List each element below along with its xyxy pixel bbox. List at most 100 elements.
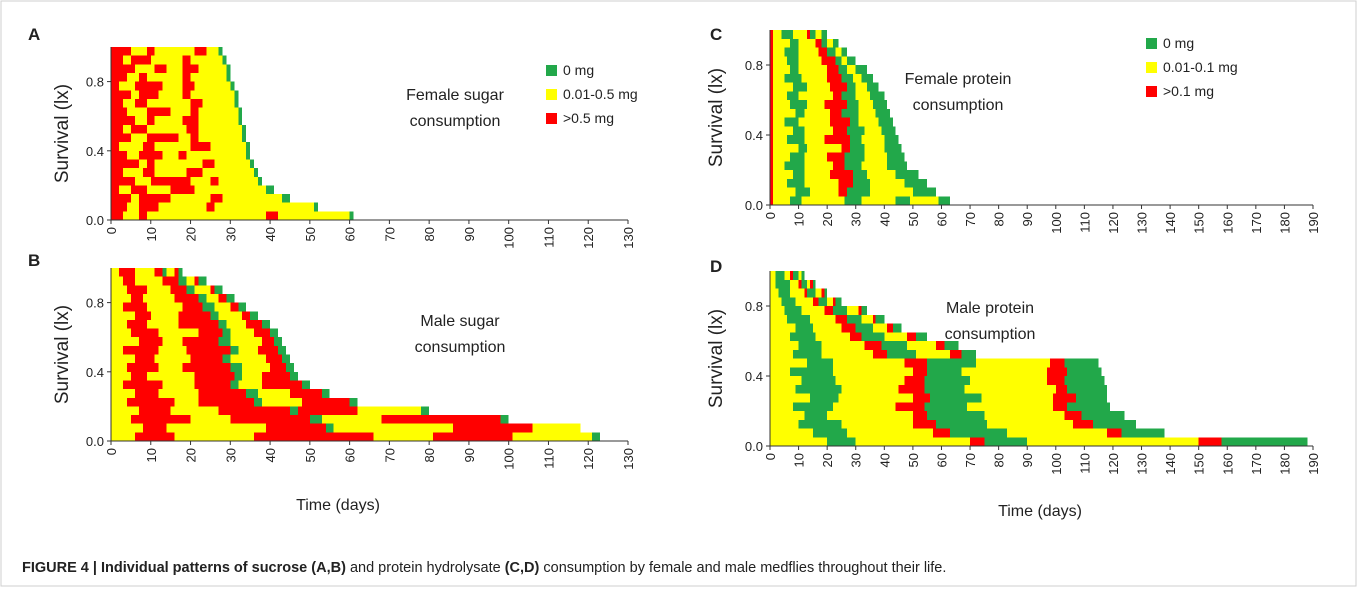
- cell-run: [111, 107, 127, 117]
- cell-run: [206, 293, 219, 303]
- cell-run: [790, 100, 808, 109]
- cell-run: [772, 135, 788, 144]
- y-tick-label: 0.4: [86, 144, 104, 159]
- panel-label: B: [28, 251, 40, 270]
- legend-label: >0.1 mg: [1163, 83, 1214, 99]
- cell-run: [832, 358, 905, 368]
- cell-run: [262, 380, 302, 390]
- annotation: consumption: [415, 339, 506, 356]
- cell-run: [807, 143, 842, 153]
- cell-run: [194, 81, 231, 91]
- cell-run: [198, 124, 243, 134]
- cell-run: [772, 152, 791, 162]
- cell-run: [111, 328, 131, 338]
- cell-run: [166, 423, 267, 433]
- cell-run: [111, 98, 123, 108]
- x-tick-label: 40: [263, 448, 278, 462]
- cell-run: [961, 349, 976, 359]
- cell-run: [238, 345, 259, 355]
- cell-run: [178, 150, 187, 160]
- cell-run: [812, 297, 819, 306]
- cell-run: [230, 81, 235, 91]
- cell-run: [821, 30, 828, 39]
- cell-run: [772, 126, 793, 135]
- cell-run: [884, 143, 902, 153]
- cell-run: [198, 64, 227, 73]
- cell-run: [254, 328, 271, 338]
- cell-run: [218, 176, 259, 186]
- cell-run: [861, 196, 896, 205]
- cell-run: [844, 152, 865, 162]
- x-tick-label: 110: [541, 227, 556, 248]
- cell-run: [807, 358, 833, 368]
- cell-run: [130, 371, 147, 381]
- cell-run: [111, 90, 131, 99]
- cell-run: [798, 279, 802, 289]
- cell-run: [130, 124, 147, 134]
- cell-run: [174, 432, 255, 441]
- cell-run: [194, 47, 207, 56]
- cell-run: [795, 108, 805, 118]
- y-tick-label: 0.8: [86, 296, 104, 311]
- cell-run: [770, 187, 773, 197]
- cell-run: [146, 185, 171, 195]
- cell-run: [812, 428, 848, 438]
- cell-run: [142, 423, 167, 433]
- caption: FIGURE 4 | Individual patterns of sucros…: [22, 560, 946, 576]
- cell-run: [935, 419, 988, 429]
- cell-run: [841, 47, 848, 57]
- x-tick-label: 80: [992, 212, 1007, 226]
- cell-run: [190, 72, 227, 82]
- cell-run: [146, 285, 171, 294]
- cell-run: [186, 124, 199, 134]
- cell-run: [770, 170, 773, 179]
- caption-part: FIGURE 4 | Individual patterns of sucros…: [22, 560, 311, 576]
- cell-run: [904, 358, 928, 368]
- cell-run: [832, 306, 848, 315]
- x-tick-label: 140: [1163, 212, 1178, 234]
- cell-run: [126, 285, 147, 294]
- cell-run: [835, 56, 842, 65]
- cell-run: [824, 306, 833, 315]
- cell-run: [162, 150, 179, 160]
- cell-run: [770, 56, 773, 65]
- x-tick-label: 40: [263, 227, 278, 241]
- cell-run: [795, 384, 842, 394]
- cell-run: [122, 345, 159, 355]
- cell-run: [186, 150, 247, 160]
- caption-part: consumption by female and male medflies …: [539, 560, 946, 576]
- cell-run: [190, 55, 223, 65]
- cell-run: [146, 319, 179, 329]
- cell-run: [174, 268, 179, 277]
- cell-run: [210, 142, 247, 151]
- cell-run: [924, 384, 965, 394]
- cell-run: [801, 196, 845, 205]
- y-tick-label: 0.0: [86, 434, 104, 449]
- cell-run: [111, 311, 135, 320]
- cell-run: [270, 328, 279, 338]
- cell-run: [795, 323, 813, 333]
- cell-run: [182, 337, 219, 346]
- annotation: consumption: [410, 113, 501, 130]
- cell-run: [861, 306, 868, 315]
- cell-run: [111, 176, 135, 186]
- cell-run: [111, 276, 123, 286]
- cell-run: [282, 354, 290, 364]
- cell-run: [174, 293, 199, 303]
- cell-run: [154, 168, 187, 177]
- cell-run: [146, 116, 155, 125]
- cell-run: [214, 159, 251, 169]
- cell-run: [111, 371, 131, 381]
- cell-run: [821, 38, 828, 48]
- cell-run: [146, 72, 183, 82]
- x-tick-label: 10: [144, 227, 159, 241]
- cell-run: [158, 328, 199, 338]
- cell-run: [122, 380, 163, 390]
- cell-run: [884, 135, 899, 144]
- x-tick-label: 90: [1020, 453, 1035, 467]
- cell-run: [830, 108, 842, 118]
- cell-run: [1064, 376, 1105, 385]
- cell-run: [772, 82, 793, 92]
- cell-run: [870, 178, 905, 188]
- cell-run: [166, 64, 183, 73]
